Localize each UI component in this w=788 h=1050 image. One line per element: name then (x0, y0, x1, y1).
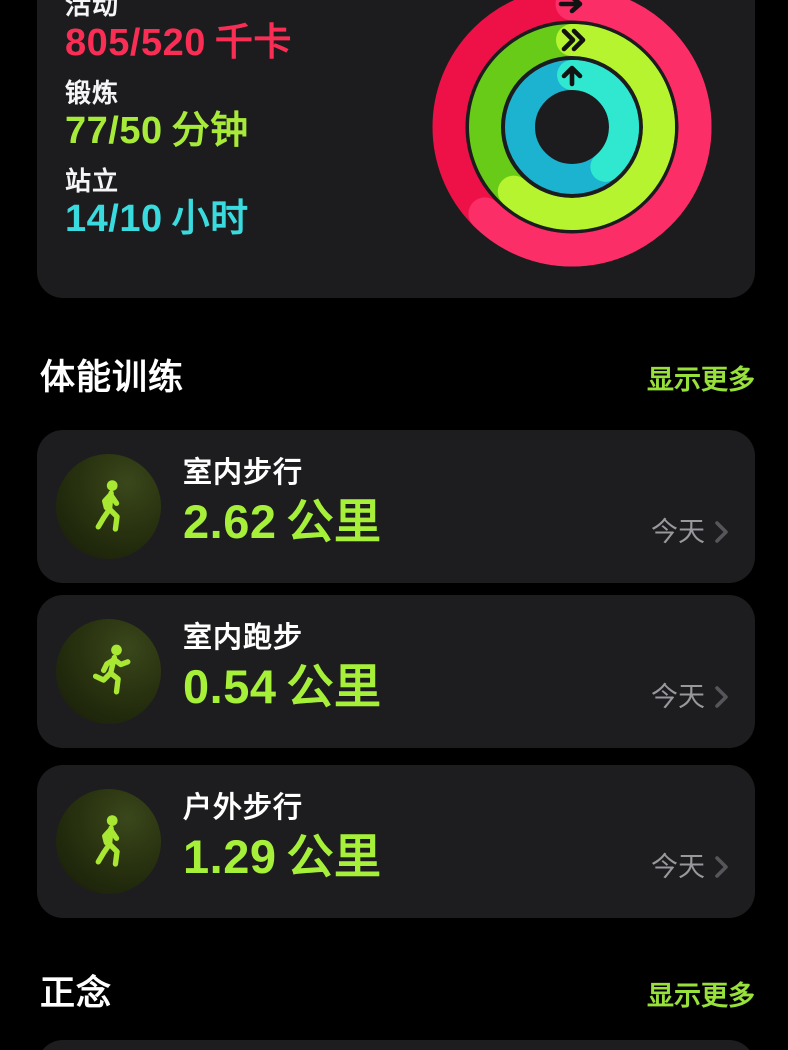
workout-card-indoor-run[interactable]: 室内跑步 0.54 公里 今天 (37, 595, 755, 748)
activity-rings (412, 0, 732, 287)
stand-label: 站立 (65, 166, 120, 196)
mindfulness-peek-card[interactable] (37, 1040, 755, 1050)
exercise-value: 77/50 分钟 (65, 110, 249, 152)
workout-meta[interactable]: 今天 (651, 516, 729, 548)
workouts-section-header: 体能训练 显示更多 (40, 356, 755, 400)
mindfulness-section-header: 正念 显示更多 (40, 972, 755, 1016)
workout-card-indoor-walk[interactable]: 室内步行 2.62 公里 今天 (37, 430, 755, 583)
activity-metrics: 活动 805/520 千卡 锻炼 77/50 分钟 站立 14/10 小时 (65, 0, 292, 254)
mindfulness-show-more-link[interactable]: 显示更多 (647, 981, 755, 1011)
exercise-metric: 锻炼 77/50 分钟 (65, 78, 292, 154)
move-metric: 活动 805/520 千卡 (65, 0, 292, 66)
workout-value: 1.29 公里 (183, 830, 382, 883)
figure-walk-icon (56, 789, 161, 894)
activity-summary-card[interactable]: 活动 805/520 千卡 锻炼 77/50 分钟 站立 14/10 小时 (37, 0, 755, 298)
arrow-right-icon (558, 0, 583, 14)
workout-text: 室内步行 2.62 公里 (183, 456, 381, 550)
mindfulness-section-title: 正念 (40, 974, 113, 1013)
chevron-right-icon (715, 686, 728, 708)
exercise-label: 锻炼 (65, 78, 120, 108)
workout-date-label: 今天 (651, 517, 705, 547)
workout-value: 2.62 公里 (183, 495, 382, 548)
workout-title: 户外步行 (183, 792, 304, 824)
stand-metric: 站立 14/10 小时 (65, 166, 292, 242)
workout-date-label: 今天 (651, 682, 705, 712)
workout-value: 0.54 公里 (183, 660, 382, 713)
workout-meta[interactable]: 今天 (651, 851, 729, 883)
figure-walk-icon (56, 454, 161, 559)
move-label: 活动 (65, 0, 120, 20)
workout-date-label: 今天 (651, 852, 705, 882)
stand-value: 14/10 小时 (65, 198, 249, 240)
double-chevron-right-icon (561, 28, 586, 52)
chevron-right-icon (715, 856, 728, 878)
workouts-show-more-link[interactable]: 显示更多 (647, 365, 755, 395)
move-value: 805/520 千卡 (65, 22, 292, 64)
arrow-up-icon (561, 65, 583, 87)
workout-card-outdoor-walk[interactable]: 户外步行 1.29 公里 今天 (37, 765, 755, 918)
chevron-right-icon (715, 521, 728, 543)
workout-title: 室内步行 (183, 457, 304, 489)
workout-title: 室内跑步 (183, 622, 304, 654)
workout-text: 室内跑步 0.54 公里 (183, 621, 381, 715)
figure-run-icon (56, 619, 161, 724)
workout-meta[interactable]: 今天 (651, 681, 729, 713)
workout-text: 户外步行 1.29 公里 (183, 791, 381, 885)
workouts-section-title: 体能训练 (40, 358, 185, 397)
